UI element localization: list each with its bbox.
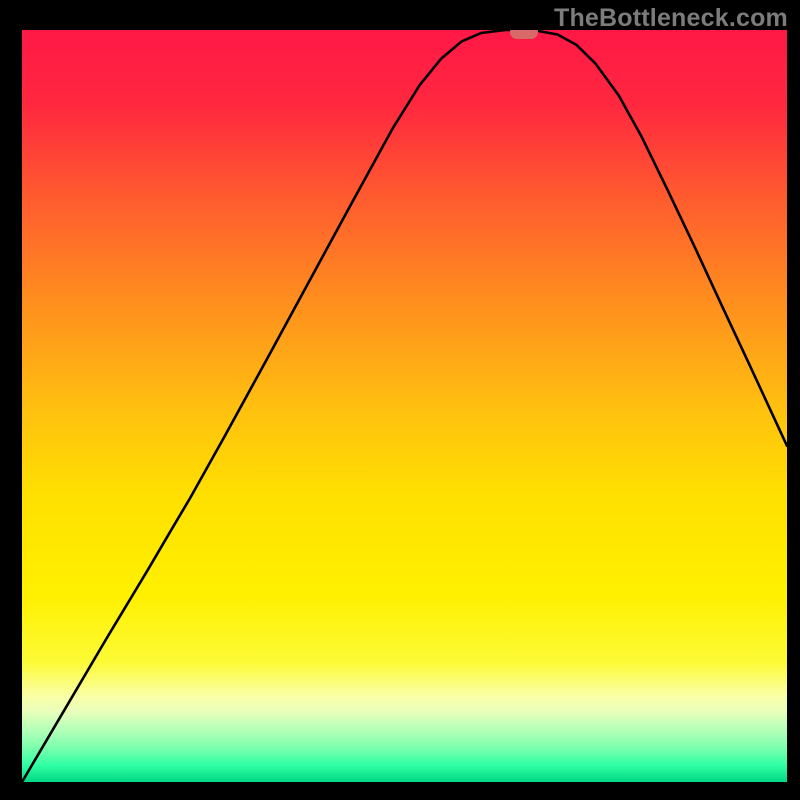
- watermark-text: TheBottleneck.com: [554, 4, 788, 33]
- plot-area: [22, 30, 787, 782]
- optimum-marker: [510, 30, 538, 39]
- chart-frame: TheBottleneck.com: [0, 0, 800, 800]
- bottleneck-curve: [22, 30, 787, 782]
